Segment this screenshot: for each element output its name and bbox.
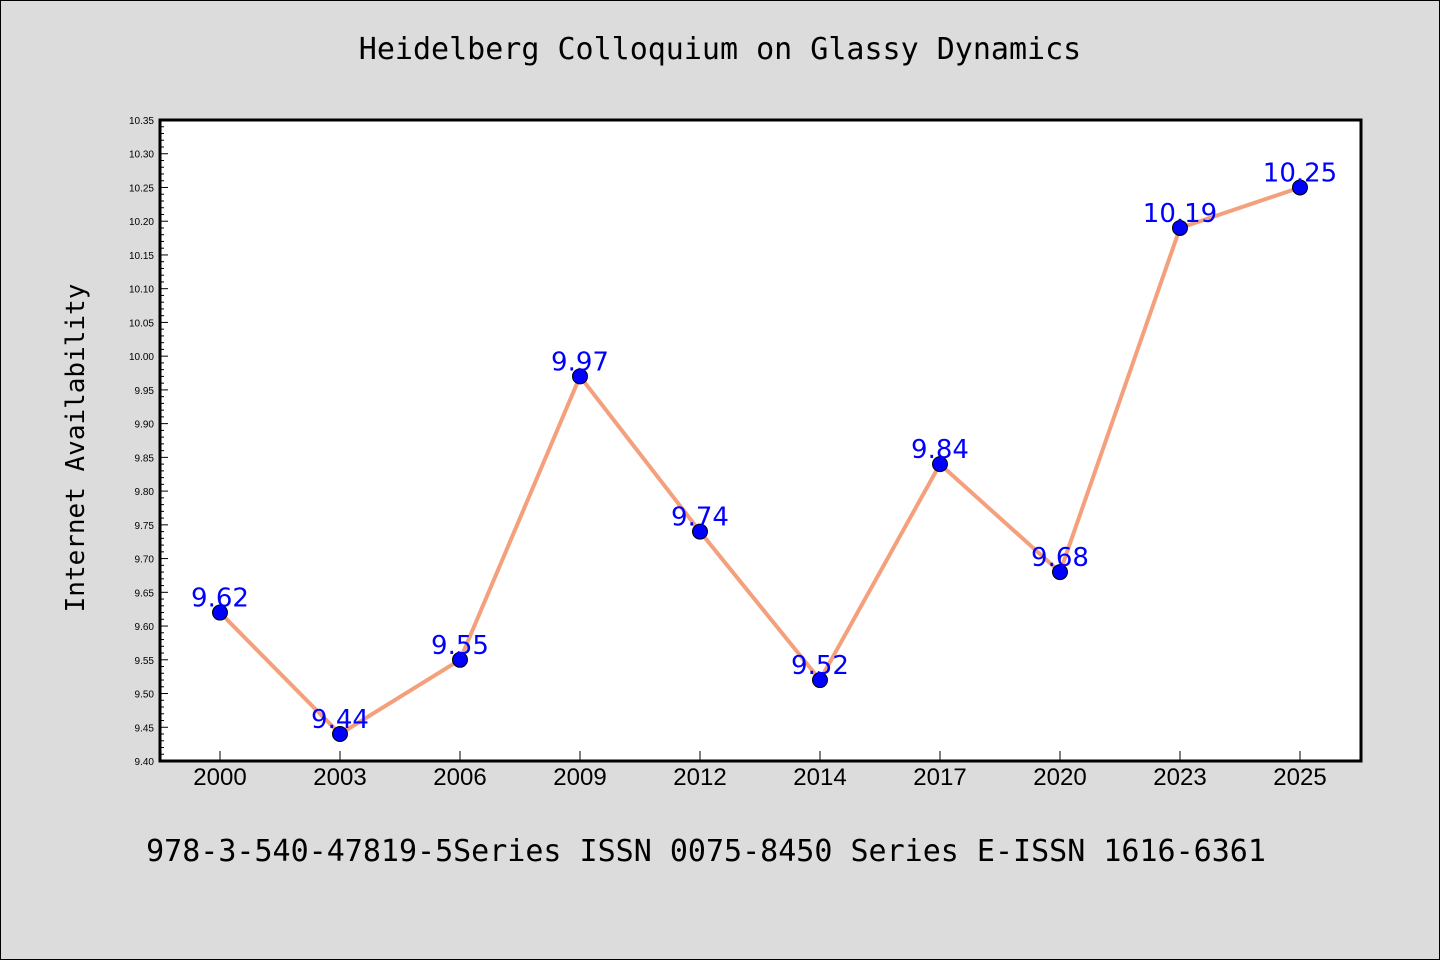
y-tick-label: 9.85 [135,453,155,464]
x-tick-label: 2025 [1273,764,1326,791]
y-tick-label: 9.50 [135,690,155,701]
x-tick-label: 2014 [793,764,846,791]
data-value-label: 9.97 [551,347,609,377]
data-labels: 9.62 9.44 9.55 9.97 9.74 9.52 9.84 9.68 10.19 10.… [191,158,1337,735]
data-value-label: 9.68 [1031,543,1089,573]
data-point [812,672,828,689]
y-tick-label: 9.95 [135,386,155,397]
y-tick-label: 9.90 [135,420,155,431]
data-value-label: 9.44 [311,705,369,735]
x-axis: 2000 2003 2006 2009 2012 2014 2017 2020 2023 2025 [193,751,1327,791]
x-tick-label: 2000 [193,764,246,791]
y-tick-label: 10.20 [129,217,154,228]
y-tick-label: 10.35 [129,116,154,127]
y-tick-label: 10.30 [129,150,154,161]
data-point [452,651,468,668]
data-markers [212,179,1308,743]
y-tick-label: 9.55 [135,656,155,667]
chart-title: Heidelberg Colloquium on Glassy Dynamics [358,32,1082,67]
y-tick-label: 9.60 [135,622,155,633]
y-tick-label: 9.40 [135,757,155,768]
series-line [218,185,1301,737]
x-tick-label: 2009 [553,764,606,791]
data-value-label: 9.74 [671,503,729,533]
x-tick-label: 2020 [1033,764,1086,791]
y-tick-label: 10.15 [129,251,154,262]
plot-area [158,118,1363,763]
x-tick-label: 2023 [1153,764,1206,791]
y-tick-label: 10.05 [129,318,154,329]
data-point [932,456,948,473]
y-tick-label: 9.45 [135,723,155,734]
x-tick-label: 2006 [433,764,486,791]
y-tick-label: 9.75 [135,521,155,532]
data-point [1292,179,1308,196]
x-tick-label: 2003 [313,764,366,791]
series-line-group [218,185,1301,737]
y-tick-label: 10.25 [129,183,154,194]
y-tick-label: 9.65 [135,588,155,599]
y-axis: 9.40 9.45 9.50 9.55 9.60 9.65 9.70 9.75 9.80 9.85… [129,116,168,768]
data-point [212,604,228,621]
data-point [1172,219,1188,236]
data-value-label: 10.19 [1143,199,1217,229]
y-tick-label: 10.00 [129,352,154,363]
x-tick-label: 2017 [913,764,966,791]
data-point [572,368,588,385]
data-value-label: 10.25 [1263,158,1337,188]
data-value-label: 9.52 [791,651,849,681]
data-value-label: 9.62 [191,584,249,614]
data-value-label: 9.55 [431,631,489,661]
x-tick-label: 2012 [673,764,726,791]
data-value-label: 9.84 [911,435,969,465]
data-point [332,726,348,743]
y-tick-label: 9.80 [135,487,155,498]
y-tick-label: 10.10 [129,285,154,296]
y-tick-label: 9.70 [135,555,155,566]
data-point [692,523,708,540]
footer-isbn-issn: 978-3-540-47819-5Series ISSN 0075-8450 S… [146,834,1266,869]
data-point [1052,564,1068,581]
